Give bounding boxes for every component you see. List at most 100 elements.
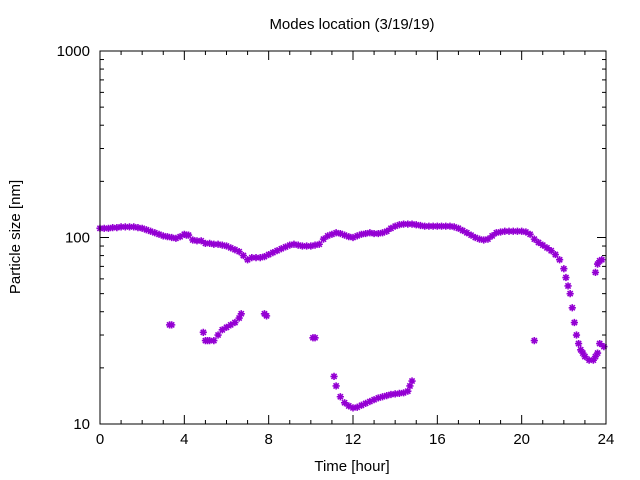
data-point: [104, 224, 113, 232]
data-point: [311, 241, 319, 249]
data-point: [281, 243, 290, 251]
data-points: [96, 220, 608, 412]
data-point: [235, 314, 243, 322]
data-point: [172, 234, 180, 242]
x-tick-label: 12: [345, 431, 362, 448]
data-point: [600, 343, 608, 351]
data-point: [577, 346, 585, 354]
data-point: [201, 239, 210, 247]
data-point: [454, 224, 463, 232]
data-point: [530, 337, 538, 345]
data-point: [598, 256, 606, 264]
data-point: [319, 235, 328, 243]
data-point: [374, 394, 382, 402]
data-point: [239, 251, 247, 260]
data-point: [109, 224, 117, 232]
data-point: [589, 356, 597, 364]
data-point: [446, 222, 454, 230]
data-point: [168, 233, 176, 242]
x-axis-title: Time [hour]: [314, 458, 389, 475]
data-point: [433, 222, 441, 230]
data-point: [416, 221, 425, 230]
data-point: [572, 331, 581, 339]
x-tick-label: 0: [96, 431, 104, 448]
data-point: [218, 241, 226, 249]
data-point: [412, 221, 420, 229]
data-point: [579, 349, 587, 357]
x-tick-label: 20: [513, 431, 530, 448]
data-point: [163, 233, 172, 241]
data-point: [298, 242, 306, 250]
data-point: [501, 227, 509, 235]
data-point: [467, 231, 475, 239]
plot-frame: [99, 50, 607, 425]
data-point: [269, 248, 277, 257]
data-point: [353, 232, 361, 240]
data-point: [231, 246, 239, 254]
data-point: [353, 403, 361, 411]
data-point: [560, 265, 568, 273]
data-point: [168, 321, 176, 329]
data-point: [509, 227, 517, 235]
data-point: [391, 390, 399, 398]
data-point: [395, 221, 403, 229]
data-point: [277, 245, 285, 253]
data-point: [463, 229, 471, 237]
data-point: [260, 252, 269, 261]
data-point: [235, 248, 243, 256]
data-point: [593, 349, 602, 357]
data-point: [130, 223, 138, 231]
x-tick-label: 4: [180, 431, 188, 448]
data-point: [113, 224, 121, 232]
data-point: [345, 233, 353, 241]
data-point: [290, 240, 298, 248]
data-point: [593, 260, 602, 268]
data-point: [404, 387, 412, 395]
data-point: [484, 235, 492, 243]
data-point: [328, 230, 336, 238]
data-point: [574, 339, 583, 348]
data-point: [562, 273, 570, 282]
data-point: [332, 382, 340, 390]
data-point: [324, 232, 332, 240]
data-point: [406, 382, 414, 390]
data-point: [581, 352, 589, 361]
data-point: [273, 247, 281, 255]
data-point: [210, 240, 218, 248]
data-point: [349, 404, 357, 412]
data-point: [480, 236, 488, 244]
data-point: [218, 326, 226, 334]
data-point: [210, 337, 218, 345]
y-axis-title: Particle size [nm]: [7, 180, 24, 294]
data-point: [248, 254, 256, 262]
data-point: [570, 318, 578, 327]
data-point: [513, 227, 522, 235]
data-point: [237, 310, 245, 318]
x-tick-label: 8: [264, 431, 272, 448]
data-point: [206, 239, 214, 247]
data-point: [450, 223, 458, 231]
data-point: [262, 312, 271, 320]
data-point: [585, 356, 593, 364]
data-point: [492, 229, 500, 237]
data-point: [459, 226, 467, 235]
data-point: [315, 240, 323, 248]
data-point: [199, 328, 207, 336]
data-point: [425, 222, 433, 230]
data-point: [547, 247, 555, 255]
data-point: [366, 397, 374, 406]
data-point: [518, 227, 526, 235]
data-point: [400, 220, 408, 228]
data-point: [488, 232, 496, 240]
data-point: [421, 222, 429, 230]
data-point: [184, 231, 193, 239]
data-point: [197, 237, 205, 245]
data-point: [193, 237, 201, 245]
data-point: [374, 229, 382, 238]
data-point: [505, 227, 513, 235]
data-point: [227, 321, 235, 329]
data-point: [138, 224, 146, 232]
data-point: [564, 282, 572, 290]
data-point: [526, 230, 534, 238]
data-point: [591, 352, 600, 361]
